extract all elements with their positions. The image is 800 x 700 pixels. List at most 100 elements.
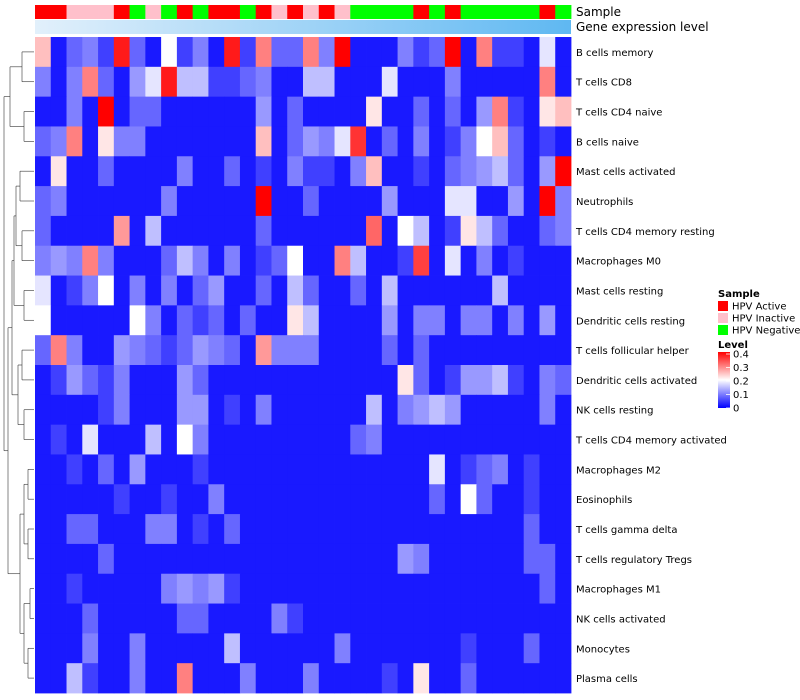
heatmap-cell: [208, 573, 225, 604]
heatmap-cell: [366, 454, 383, 485]
heatmap-cell: [192, 66, 209, 98]
heatmap-cell: [192, 215, 209, 247]
heatmap-cell: [507, 275, 525, 306]
heatmap-cell: [50, 305, 67, 336]
row-label: T cells CD4 memory activated: [575, 436, 727, 447]
heatmap-cell: [129, 245, 146, 276]
heatmap-cell: [239, 96, 257, 127]
heatmap-cell: [66, 305, 83, 336]
heatmap-cell: [161, 305, 178, 336]
heatmap-cell: [224, 454, 241, 485]
heatmap-cell: [239, 156, 257, 187]
heatmap-cell: [413, 96, 430, 127]
heatmap-cell: [476, 96, 493, 127]
heatmap-cell: [145, 484, 162, 515]
heatmap-cell: [82, 573, 99, 604]
heatmap-cell: [334, 603, 351, 634]
heatmap-cell: [318, 66, 335, 98]
heatmap-cell: [255, 484, 272, 515]
heatmap-cell: [397, 484, 414, 515]
heatmap-cell: [555, 663, 572, 694]
heatmap-cell: [381, 454, 398, 485]
heatmap-cell: [318, 543, 335, 575]
heatmap-cell: [35, 245, 52, 276]
heatmap-cell: [303, 96, 320, 127]
heatmap-cell: [555, 484, 572, 515]
heatmap-cell: [255, 543, 272, 575]
heatmap-cell: [366, 186, 383, 217]
heatmap-cell: [129, 633, 146, 664]
heatmap-cell: [271, 663, 288, 694]
heatmap-cell: [460, 245, 477, 276]
annotation-label-sample: Sample: [576, 5, 621, 19]
heatmap-cell: [239, 633, 257, 664]
heatmap-cell: [161, 96, 178, 127]
heatmap-cell: [523, 394, 540, 426]
heatmap-cell: [460, 484, 477, 515]
heatmap-cell: [523, 37, 540, 68]
heatmap-cell: [224, 543, 241, 575]
heatmap-cell: [208, 633, 225, 664]
heatmap-cell: [113, 245, 130, 276]
heatmap-cell: [271, 126, 288, 157]
heatmap-cell: [113, 215, 130, 247]
heatmap-cell: [98, 424, 115, 455]
heatmap-cell: [350, 275, 367, 306]
row-label: Eosinophils: [576, 495, 632, 506]
heatmap-cell: [334, 543, 351, 575]
heatmap-cell: [523, 365, 540, 396]
heatmap-cell: [66, 424, 83, 455]
heatmap-cell: [208, 245, 225, 276]
heatmap-cell: [492, 603, 509, 634]
sample-annotation-cell: [35, 5, 52, 19]
heatmap-cell: [192, 126, 209, 157]
heatmap-cell: [82, 424, 99, 455]
heatmap-cell: [145, 633, 162, 664]
heatmap-cell: [161, 37, 178, 68]
heatmap-cell: [35, 484, 52, 515]
heatmap-cell: [350, 484, 367, 515]
heatmap-cell: [444, 96, 462, 127]
heatmap-cell: [113, 126, 130, 157]
heatmap-cell: [145, 424, 162, 455]
heatmap-cell: [50, 365, 67, 396]
heatmap-cell: [539, 126, 556, 157]
heatmap-cell: [82, 305, 99, 336]
heatmap-cell: [208, 126, 225, 157]
heatmap-cell: [255, 514, 272, 545]
sample-legend-title: Sample: [718, 289, 760, 300]
heatmap-cell: [255, 186, 272, 217]
heatmap-cell: [444, 484, 462, 515]
heatmap-cell: [208, 305, 225, 336]
heatmap-cell: [381, 573, 398, 604]
heatmap-cell: [381, 663, 398, 694]
heatmap-cell: [176, 96, 194, 127]
heatmap-cell: [145, 454, 162, 485]
heatmap-cell: [492, 484, 509, 515]
heatmap-cell: [429, 305, 446, 336]
heatmap-cell: [271, 484, 288, 515]
heatmap-cell: [192, 514, 209, 545]
heatmap-cell: [161, 394, 178, 426]
heatmap-cell: [350, 394, 367, 426]
heatmap-cell: [129, 335, 146, 366]
heatmap-cell: [523, 663, 540, 694]
heatmap-cell: [318, 275, 335, 306]
level-colorbar: [718, 352, 730, 408]
heatmap-cell: [239, 424, 257, 455]
level-tick-label: 0.1: [733, 390, 749, 401]
heatmap-cell: [208, 424, 225, 455]
heatmap-cell: [476, 66, 493, 98]
heatmap-cell: [161, 633, 178, 664]
heatmap-cell: [492, 305, 509, 336]
heatmap-cell: [555, 514, 572, 545]
sample-annotation-cell: [145, 5, 162, 19]
heatmap-cell: [334, 514, 351, 545]
heatmap-cell: [350, 186, 367, 217]
heatmap-cell: [208, 663, 225, 694]
heatmap-cell: [555, 245, 572, 276]
heatmap-cell: [82, 394, 99, 426]
heatmap-cell: [66, 245, 83, 276]
heatmap-cell: [176, 245, 194, 276]
heatmap-cell: [239, 305, 257, 336]
